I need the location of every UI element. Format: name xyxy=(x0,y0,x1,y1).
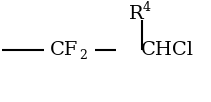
Text: CF: CF xyxy=(50,41,78,59)
Text: CHCl: CHCl xyxy=(141,41,194,59)
Text: R: R xyxy=(129,5,143,23)
Text: 2: 2 xyxy=(79,49,87,62)
Text: 4: 4 xyxy=(143,1,151,14)
